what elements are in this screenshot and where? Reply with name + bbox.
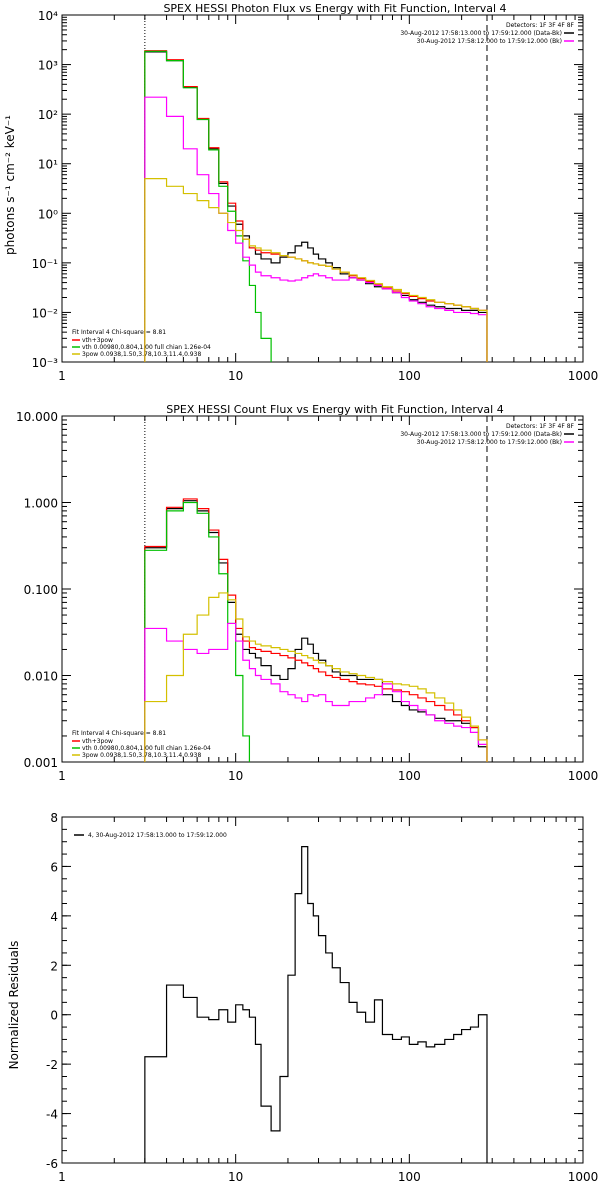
photon-flux-legend-data-interval: 30-Aug-2012 17:58:13.000 to 17:59:12.000… — [400, 30, 562, 37]
count-flux-x-tick-label-one: 1 — [58, 769, 66, 783]
residuals-x-tick-label-thousand: 1000 — [568, 1170, 599, 1184]
photon-flux-plot-frame — [61, 14, 584, 363]
residuals-x-tick-label-hundred: 100 — [398, 1170, 421, 1184]
photon-flux-y-tick-label-10: 10⁴ — [38, 9, 58, 23]
count-flux-x-tick-label-thousand: 1000 — [568, 769, 599, 783]
photon-flux-x-tick-label-one: 1 — [58, 369, 66, 383]
count-flux-series-thermal-fit — [144, 501, 251, 762]
residuals-y-axis-label: Normalized Residuals — [7, 941, 21, 1070]
count-flux-x-tick-label-ten: 10 — [228, 769, 243, 783]
count-flux-series-total-fit — [144, 498, 488, 762]
count-flux-panel: SPEX HESSI Count Flux vs Energy with Fit… — [16, 403, 599, 783]
photon-flux-y-tick-label-10: 10⁰ — [38, 207, 58, 221]
photon-flux-series-background — [144, 96, 488, 362]
residuals-y-tick-label-4: 4 — [50, 910, 58, 924]
count-flux-series-background — [144, 622, 488, 762]
photon-flux-fit-label-total: vth+3pow — [82, 337, 113, 344]
photon-flux-y-tick-label-10: 10³ — [38, 59, 58, 73]
photon-flux-y-tick-label-10: 10² — [38, 108, 58, 122]
photon-flux-series-thermal-fit — [144, 50, 272, 362]
photon-flux-fit-label-3pow: 3pow 0.0938,1.50,3.78,10.3,11.4,0.938 — [82, 351, 201, 358]
residuals-y-tick-label-2: 2 — [50, 959, 58, 973]
photon-flux-x-tick-label-ten: 10 — [228, 369, 243, 383]
residuals-x-tick-label-one: 1 — [58, 1170, 66, 1184]
photon-flux-y-axis-label: photons s⁻¹ cm⁻² keV⁻¹ — [3, 115, 17, 255]
count-flux-plot-frame — [61, 415, 584, 763]
count-flux-fit-label-vth: vth 0.00980,0.804,1.00 full chian 1.26e-… — [82, 745, 211, 752]
residuals-y-tick-label-6: -6 — [46, 1157, 58, 1171]
residuals-y-tick-label-2: -2 — [46, 1058, 58, 1072]
photon-flux-y-tick-label-10: 10⁻³ — [32, 356, 59, 370]
count-flux-y-tick-label-0-001: 0.001 — [24, 756, 58, 770]
count-flux-fit-header: Fit Interval 4 Chi-square = 8.81 — [72, 730, 166, 737]
photon-flux-series-power-law-fit — [144, 178, 488, 362]
residuals-y-tick-label-6: 6 — [50, 860, 58, 874]
residuals-plot-frame — [61, 816, 584, 1164]
photon-flux-legend-detectors: Detectors: 1F 3F 4F 8F — [506, 22, 575, 29]
count-flux-y-tick-label-0-010: 0.010 — [24, 670, 58, 684]
photon-flux-fit-header: Fit Interval 4 Chi-square = 8.81 — [72, 329, 166, 336]
photon-flux-legend-bk-interval: 30-Aug-2012 17:58:12.000 to 17:59:12.000… — [417, 38, 562, 45]
count-flux-legend-detectors: Detectors: 1F 3F 4F 8F — [506, 423, 575, 430]
photon-flux-y-tick-label-10: 10⁻¹ — [32, 257, 59, 271]
count-flux-fit-label-3pow: 3pow 0.0938,1.50,3.78,10.3,11.4,0.938 — [82, 752, 201, 759]
photon-flux-x-tick-label-thousand: 1000 — [568, 369, 599, 383]
photon-flux-fit-label-vth: vth 0.00980,0.804,1.00 full chian 1.26e-… — [82, 344, 211, 351]
residuals-series-residuals — [144, 846, 488, 1163]
count-flux-y-tick-label-1-000: 1.000 — [24, 497, 58, 511]
count-flux-x-tick-label-hundred: 100 — [398, 769, 421, 783]
count-flux-series-power-law-fit — [144, 592, 488, 762]
photon-flux-title: SPEX HESSI Photon Flux vs Energy with Fi… — [163, 2, 506, 15]
residuals-y-tick-label-4: -4 — [46, 1108, 58, 1122]
count-flux-series-data-minus-bk — [144, 500, 488, 762]
count-flux-y-tick-label-0-100: 0.100 — [24, 583, 58, 597]
residuals-x-tick-label-ten: 10 — [228, 1170, 243, 1184]
count-flux-fit-label-total: vth+3pow — [82, 738, 113, 745]
residuals-y-tick-label-0: 0 — [50, 1009, 58, 1023]
photon-flux-y-tick-label-10: 10⁻² — [32, 306, 59, 320]
residuals-panel: Normalized Residuals 4, 30-Aug-2012 17:5… — [7, 811, 599, 1184]
count-flux-title: SPEX HESSI Count Flux vs Energy with Fit… — [166, 403, 503, 416]
photon-flux-panel: SPEX HESSI Photon Flux vs Energy with Fi… — [3, 2, 599, 383]
count-flux-legend-bk-interval: 30-Aug-2012 17:58:12.000 to 17:59:12.000… — [417, 439, 562, 446]
photon-flux-y-tick-label-10: 10¹ — [38, 158, 58, 172]
count-flux-legend-data-interval: 30-Aug-2012 17:58:13.000 to 17:59:12.000… — [400, 431, 562, 438]
residuals-legend-label: 4, 30-Aug-2012 17:58:13.000 to 17:59:12.… — [88, 832, 227, 839]
residuals-y-tick-label-8: 8 — [50, 811, 58, 825]
photon-flux-x-tick-label-hundred: 100 — [398, 369, 421, 383]
count-flux-y-tick-label-10-000: 10.000 — [16, 410, 58, 424]
